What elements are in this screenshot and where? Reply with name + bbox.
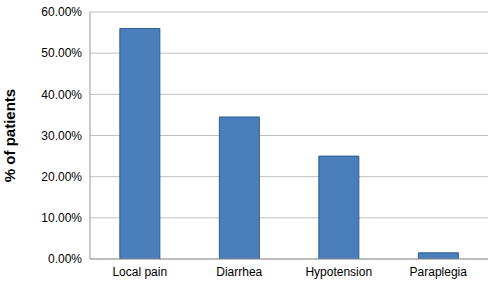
svg-text:20.00%: 20.00% [41, 170, 82, 184]
svg-text:Paraplegia: Paraplegia [410, 265, 468, 279]
svg-text:50.00%: 50.00% [41, 46, 82, 60]
svg-text:30.00%: 30.00% [41, 129, 82, 143]
svg-text:10.00%: 10.00% [41, 211, 82, 225]
svg-text:Local pain: Local pain [112, 265, 167, 279]
svg-text:0.00%: 0.00% [48, 252, 82, 266]
svg-text:Hypotension: Hypotension [305, 265, 372, 279]
svg-text:40.00%: 40.00% [41, 88, 82, 102]
svg-text:Diarrhea: Diarrhea [216, 265, 262, 279]
svg-text:60.00%: 60.00% [41, 5, 82, 19]
svg-text:% of patients: % of patients [8, 89, 18, 182]
